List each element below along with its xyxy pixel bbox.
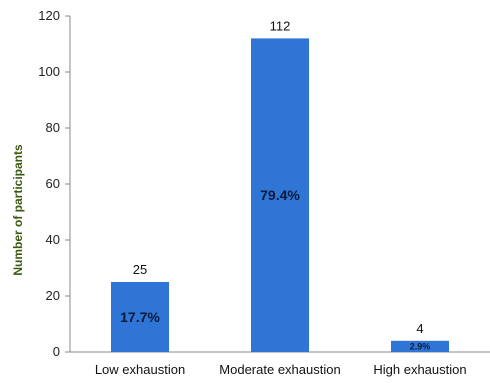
bar-percent-label: 79.4%: [260, 187, 300, 203]
x-category-label: Moderate exhaustion: [219, 362, 340, 377]
bar-low-exhaustion: [111, 282, 169, 352]
bar-percent-label: 17.7%: [120, 309, 160, 325]
y-tick-label: 100: [38, 64, 60, 79]
y-axis-label: Number of participants: [11, 144, 25, 276]
bar-high-exhaustion: [391, 340, 449, 352]
bar-group: 25 17.7% Low exhaustion 112 79.4% Moderate ex…: [95, 18, 467, 377]
bar-value-label: 4: [416, 321, 423, 336]
y-tick-label: 60: [46, 176, 60, 191]
bar-value-label: 112: [270, 18, 291, 33]
x-category-label: Low exhaustion: [95, 362, 185, 377]
bar-value-label: 25: [133, 262, 147, 277]
x-category-label: High exhaustion: [373, 362, 466, 377]
y-tick-label: 40: [46, 232, 60, 247]
y-tick-label: 20: [46, 288, 60, 303]
y-tick-label: 80: [46, 120, 60, 135]
y-tick-label: 0: [53, 344, 60, 359]
y-tick-group: 0 20 40 60 80 100 120: [38, 8, 70, 359]
bar-moderate-exhaustion: [251, 38, 309, 353]
bar-percent-label: 2.9%: [410, 341, 431, 351]
y-tick-label: 120: [38, 8, 60, 23]
